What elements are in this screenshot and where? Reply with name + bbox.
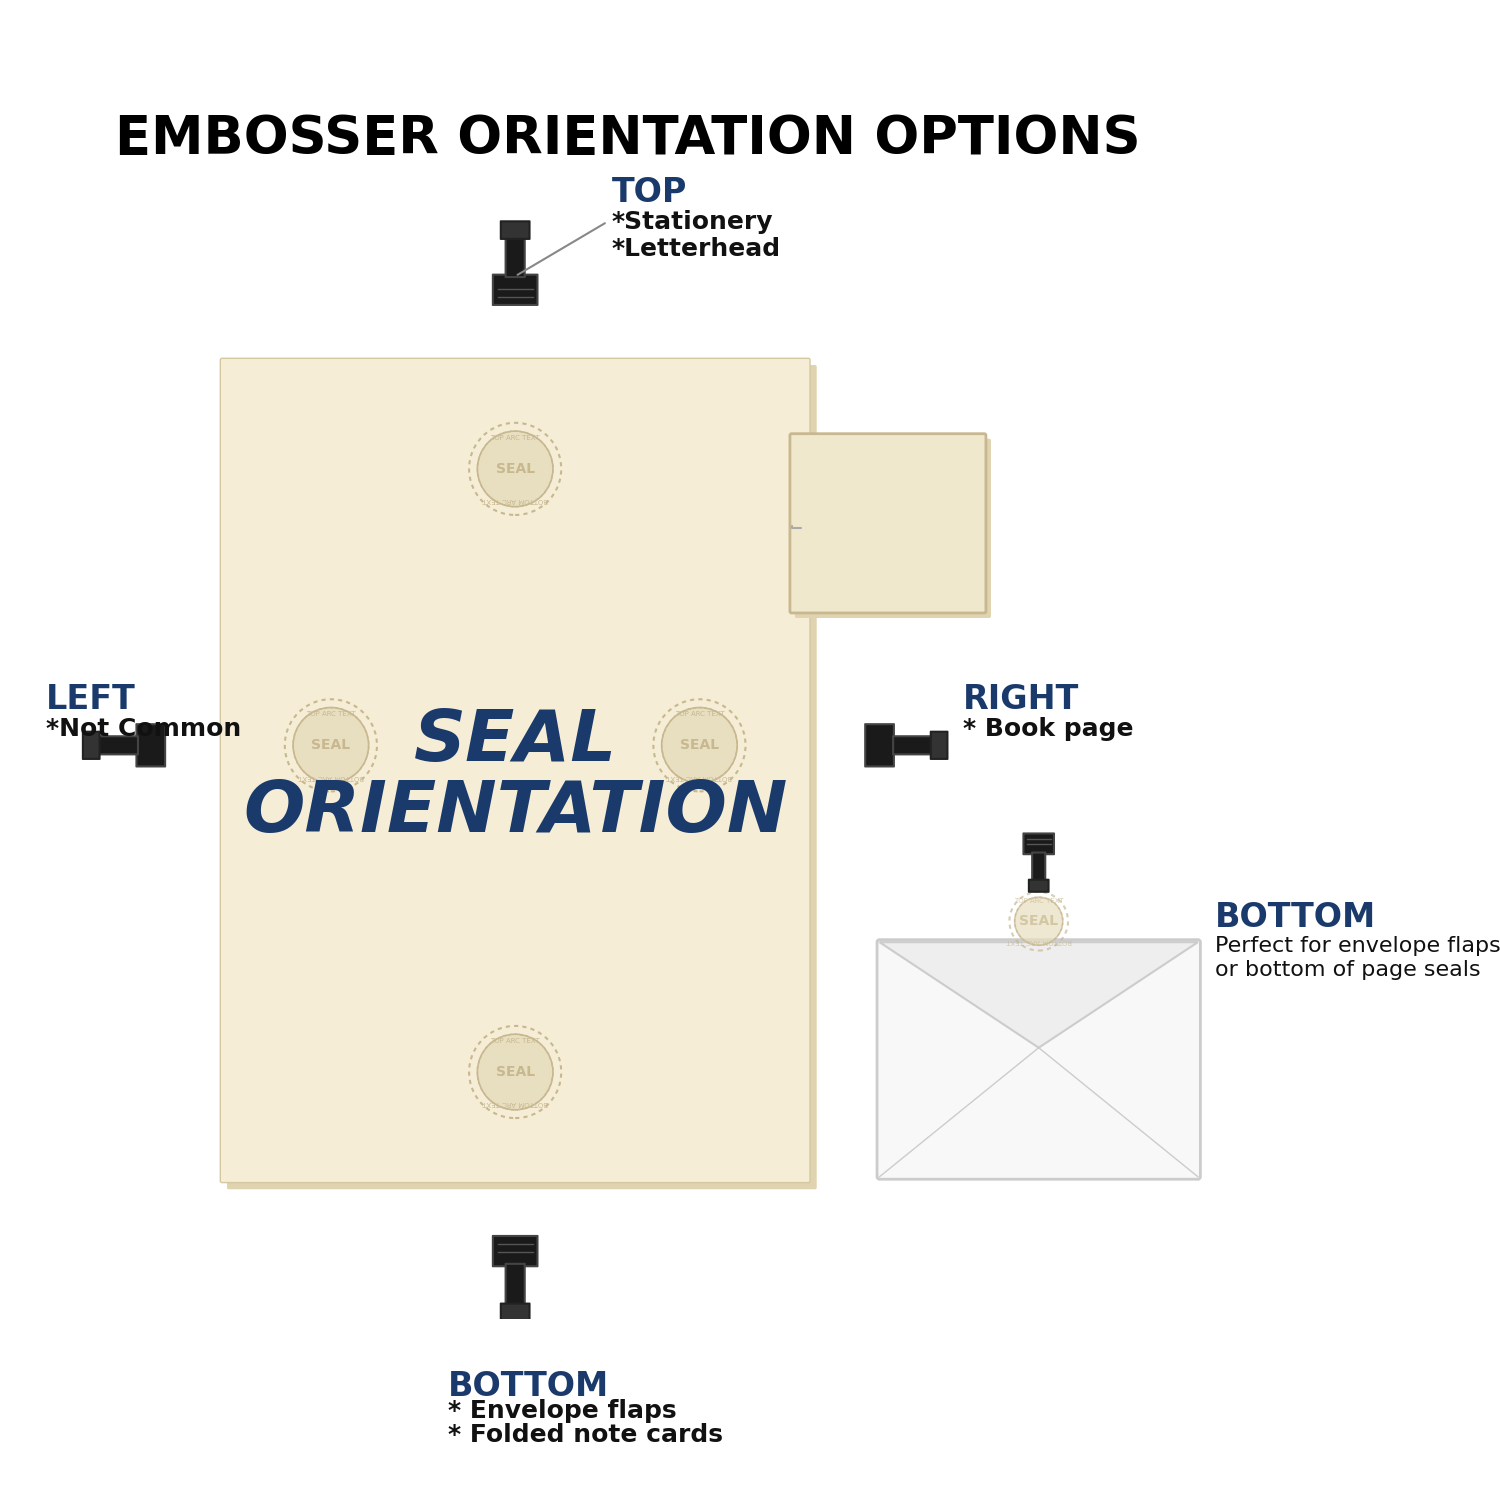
Text: BOTTOM: BOTTOM <box>1215 900 1376 933</box>
Text: BOTTOM ARC TEXT: BOTTOM ARC TEXT <box>666 774 732 780</box>
Circle shape <box>477 1034 554 1110</box>
Text: Perfect for envelope flaps: Perfect for envelope flaps <box>1215 936 1500 957</box>
Text: SEAL: SEAL <box>680 738 718 753</box>
Text: BOTTOM: BOTTOM <box>448 1370 609 1402</box>
Text: * Book page: * Book page <box>963 717 1134 741</box>
Text: TOP: TOP <box>612 176 687 208</box>
Text: SEAL: SEAL <box>495 1065 534 1078</box>
Text: BOTTOM ARC TEXT: BOTTOM ARC TEXT <box>483 496 548 502</box>
Text: TOP ARC TEXT: TOP ARC TEXT <box>490 435 540 441</box>
FancyBboxPatch shape <box>892 736 934 754</box>
FancyBboxPatch shape <box>494 274 537 304</box>
Text: ORIENTATION: ORIENTATION <box>243 778 788 847</box>
FancyBboxPatch shape <box>96 736 138 754</box>
FancyBboxPatch shape <box>82 732 99 759</box>
FancyBboxPatch shape <box>1032 852 1046 882</box>
FancyBboxPatch shape <box>136 724 165 766</box>
Polygon shape <box>879 942 1198 1047</box>
FancyBboxPatch shape <box>932 732 948 759</box>
Text: EMBOSSER ORIENTATION OPTIONS: EMBOSSER ORIENTATION OPTIONS <box>116 112 1142 165</box>
FancyBboxPatch shape <box>501 1304 530 1322</box>
Text: BOTTOM ARC TEXT: BOTTOM ARC TEXT <box>855 566 921 572</box>
Text: *Stationery: *Stationery <box>612 210 772 234</box>
Circle shape <box>477 430 554 507</box>
Text: * Folded note cards: * Folded note cards <box>448 1422 723 1446</box>
Text: or bottom of page seals: or bottom of page seals <box>1215 960 1480 980</box>
Text: TOP ARC TEXT: TOP ARC TEXT <box>306 711 356 717</box>
Text: TOP ARC TEXT: TOP ARC TEXT <box>675 711 724 717</box>
FancyBboxPatch shape <box>790 433 986 614</box>
FancyBboxPatch shape <box>220 358 810 1182</box>
Text: SEAL: SEAL <box>414 706 616 776</box>
Circle shape <box>1014 897 1062 945</box>
FancyBboxPatch shape <box>865 724 894 766</box>
FancyBboxPatch shape <box>501 222 530 238</box>
Text: LEFT: LEFT <box>46 682 136 716</box>
Text: BOTTOM ARC TEXT: BOTTOM ARC TEXT <box>483 1101 548 1107</box>
FancyBboxPatch shape <box>494 1236 537 1266</box>
Text: SEAL: SEAL <box>495 462 534 476</box>
Text: *Letterhead: *Letterhead <box>612 237 780 261</box>
FancyBboxPatch shape <box>795 438 992 618</box>
Text: * Envelope flaps: * Envelope flaps <box>448 1400 676 1423</box>
Text: TOP ARC TEXT: TOP ARC TEXT <box>1014 898 1064 904</box>
Text: *Not Common: *Not Common <box>46 717 242 741</box>
FancyBboxPatch shape <box>1023 834 1054 854</box>
Text: SEAL: SEAL <box>868 516 907 531</box>
Circle shape <box>833 468 944 579</box>
Text: BOTTOM ARC TEXT: BOTTOM ARC TEXT <box>298 774 363 780</box>
Text: TOP ARC TEXT: TOP ARC TEXT <box>862 476 912 482</box>
Circle shape <box>292 708 369 783</box>
Text: RIGHT: RIGHT <box>963 682 1080 716</box>
Text: TOP ARC TEXT: TOP ARC TEXT <box>490 1038 540 1044</box>
Text: BOTTOM ARC TEXT: BOTTOM ARC TEXT <box>1007 938 1071 944</box>
FancyBboxPatch shape <box>506 1264 525 1308</box>
FancyBboxPatch shape <box>878 939 1200 1179</box>
FancyBboxPatch shape <box>226 364 816 1190</box>
FancyBboxPatch shape <box>506 234 525 278</box>
Text: SEAL: SEAL <box>312 738 351 753</box>
FancyBboxPatch shape <box>1029 879 1048 892</box>
Text: SEAL: SEAL <box>1019 914 1059 928</box>
Circle shape <box>662 708 736 783</box>
